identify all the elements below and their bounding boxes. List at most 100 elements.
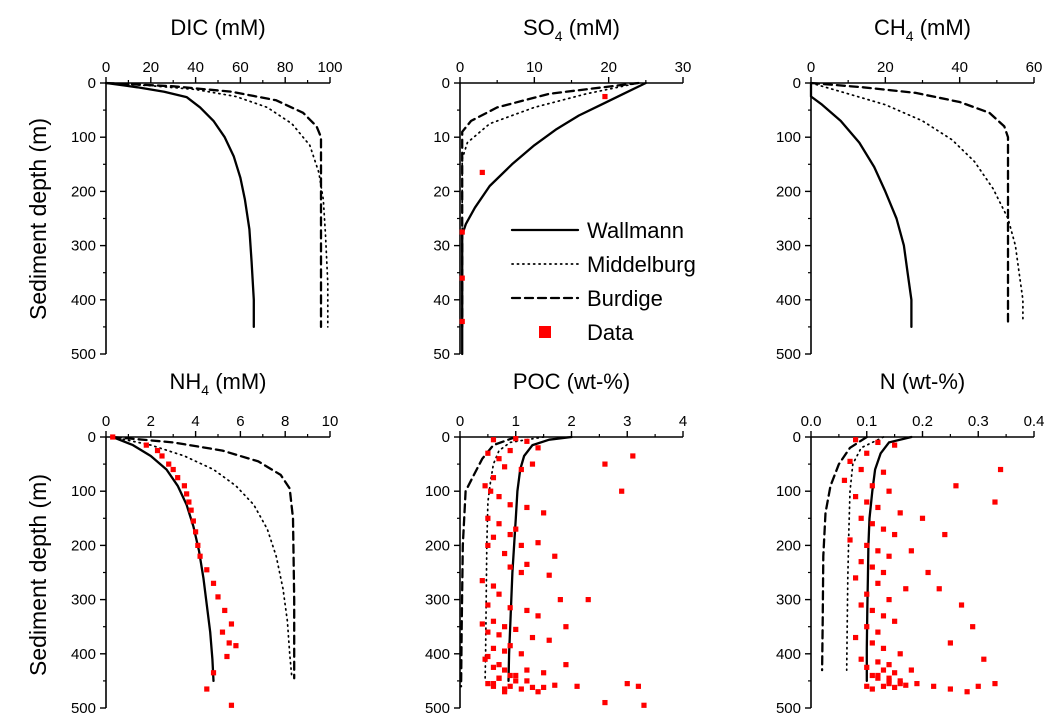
y-tick-label: 100 bbox=[776, 483, 801, 500]
data-point bbox=[502, 624, 508, 630]
legend-label: Wallmann bbox=[587, 218, 684, 243]
x-tick-label: 2 bbox=[147, 413, 155, 430]
series-burdige-line bbox=[809, 81, 1010, 323]
data-point bbox=[485, 602, 491, 608]
y-tick-label: 500 bbox=[71, 700, 96, 713]
x-tick-label: 0 bbox=[456, 413, 464, 430]
legend: Wallmann Middelburg Burdige Data bbox=[510, 218, 696, 345]
y-tick-label: 300 bbox=[776, 592, 801, 609]
data-point bbox=[507, 531, 513, 538]
series-middelburg-line bbox=[810, 82, 1024, 323]
x-tick-label: 2 bbox=[567, 413, 575, 430]
data-point bbox=[502, 464, 508, 470]
title-tail: (mM) bbox=[209, 369, 266, 394]
data-point bbox=[226, 640, 232, 646]
data-point bbox=[513, 678, 519, 684]
data-point bbox=[507, 502, 513, 508]
y-tick-label: 20 bbox=[433, 183, 450, 200]
data-point bbox=[875, 504, 881, 511]
y-tick-label: 0 bbox=[793, 75, 801, 92]
data-point bbox=[925, 569, 931, 576]
data-point bbox=[624, 681, 630, 687]
data-point bbox=[602, 93, 608, 100]
y-tick-label: 50 bbox=[433, 346, 450, 363]
data-point bbox=[546, 572, 552, 578]
series-data bbox=[479, 436, 647, 708]
data-point bbox=[903, 586, 909, 592]
data-point bbox=[981, 656, 987, 662]
y-tick-label: 500 bbox=[71, 346, 96, 363]
x-tick-label: 6 bbox=[236, 413, 244, 430]
data-point bbox=[459, 318, 465, 325]
data-point bbox=[482, 656, 488, 662]
data-point bbox=[886, 675, 892, 681]
data-point bbox=[869, 640, 875, 646]
data-point bbox=[875, 659, 881, 665]
y-tick-label: 400 bbox=[425, 646, 450, 663]
legend-label: Burdige bbox=[587, 286, 663, 311]
x-tick-label: 60 bbox=[232, 59, 249, 76]
data-point bbox=[513, 626, 519, 633]
y-tick-label: 0 bbox=[442, 429, 450, 446]
y-tick-label: 300 bbox=[71, 592, 96, 609]
x-tick-label: 20 bbox=[600, 59, 617, 76]
x-tick-label: 10 bbox=[526, 59, 543, 76]
data-point bbox=[490, 645, 497, 651]
data-point bbox=[919, 515, 926, 521]
data-point bbox=[853, 494, 859, 500]
data-point bbox=[841, 477, 848, 483]
title-subscript: 4 bbox=[906, 28, 914, 44]
data-point bbox=[215, 594, 221, 600]
x-tick-label: 60 bbox=[1026, 59, 1043, 76]
data-point bbox=[490, 583, 497, 589]
y-tick-label: 100 bbox=[425, 483, 450, 500]
panel-3: CH4 (mM) 0 20 40 60 0 100 200 300 400 500 bbox=[776, 15, 1042, 363]
data-point bbox=[529, 461, 536, 467]
data-point bbox=[892, 684, 898, 691]
panels: DIC (mM)0 20 40 60 80 1000100200300400500SO4 … bbox=[71, 15, 1044, 713]
x-tick-label: 20 bbox=[142, 59, 159, 76]
data-point bbox=[485, 515, 491, 521]
y-tick-label: 400 bbox=[71, 646, 96, 663]
data-point bbox=[892, 618, 898, 624]
data-point bbox=[869, 672, 875, 679]
data-point bbox=[875, 439, 881, 446]
data-point bbox=[853, 437, 859, 443]
y-axis-labels: Sediment depth (m) Sediment depth (m) bbox=[25, 118, 51, 676]
data-point bbox=[992, 499, 998, 505]
series-wallmann-line bbox=[865, 435, 913, 683]
data-point bbox=[858, 602, 864, 608]
data-point bbox=[210, 670, 217, 676]
data-point bbox=[228, 702, 235, 708]
data-point bbox=[159, 453, 165, 459]
data-point bbox=[502, 648, 508, 654]
y-tick-label: 0 bbox=[442, 75, 450, 92]
y-tick-label: 300 bbox=[776, 238, 801, 255]
data-point bbox=[518, 569, 524, 576]
title-main: N (wt-%) bbox=[880, 369, 966, 394]
data-point bbox=[224, 653, 230, 660]
data-point bbox=[585, 597, 591, 603]
data-point bbox=[892, 531, 898, 538]
y-tick-label: 400 bbox=[776, 292, 801, 309]
data-point bbox=[563, 662, 569, 668]
data-point bbox=[903, 682, 909, 688]
data-point bbox=[529, 634, 536, 641]
data-point bbox=[154, 447, 161, 454]
panel-title: CH4 (mM) bbox=[874, 15, 971, 44]
y-tick-label: 500 bbox=[776, 346, 801, 363]
data-point bbox=[479, 169, 485, 176]
data-point bbox=[524, 504, 530, 511]
data-point bbox=[197, 553, 203, 559]
title-subscript: 4 bbox=[555, 28, 563, 44]
data-point bbox=[552, 682, 558, 688]
data-point bbox=[490, 681, 497, 687]
data-point bbox=[875, 675, 881, 681]
data-point bbox=[204, 686, 210, 692]
data-point bbox=[490, 664, 497, 670]
y-tick-label: 0 bbox=[88, 75, 96, 92]
data-point bbox=[490, 618, 497, 624]
panel-5: POC (wt-%) 0 1 2 3 4 0 100 200 300 400 500 bbox=[425, 369, 687, 713]
